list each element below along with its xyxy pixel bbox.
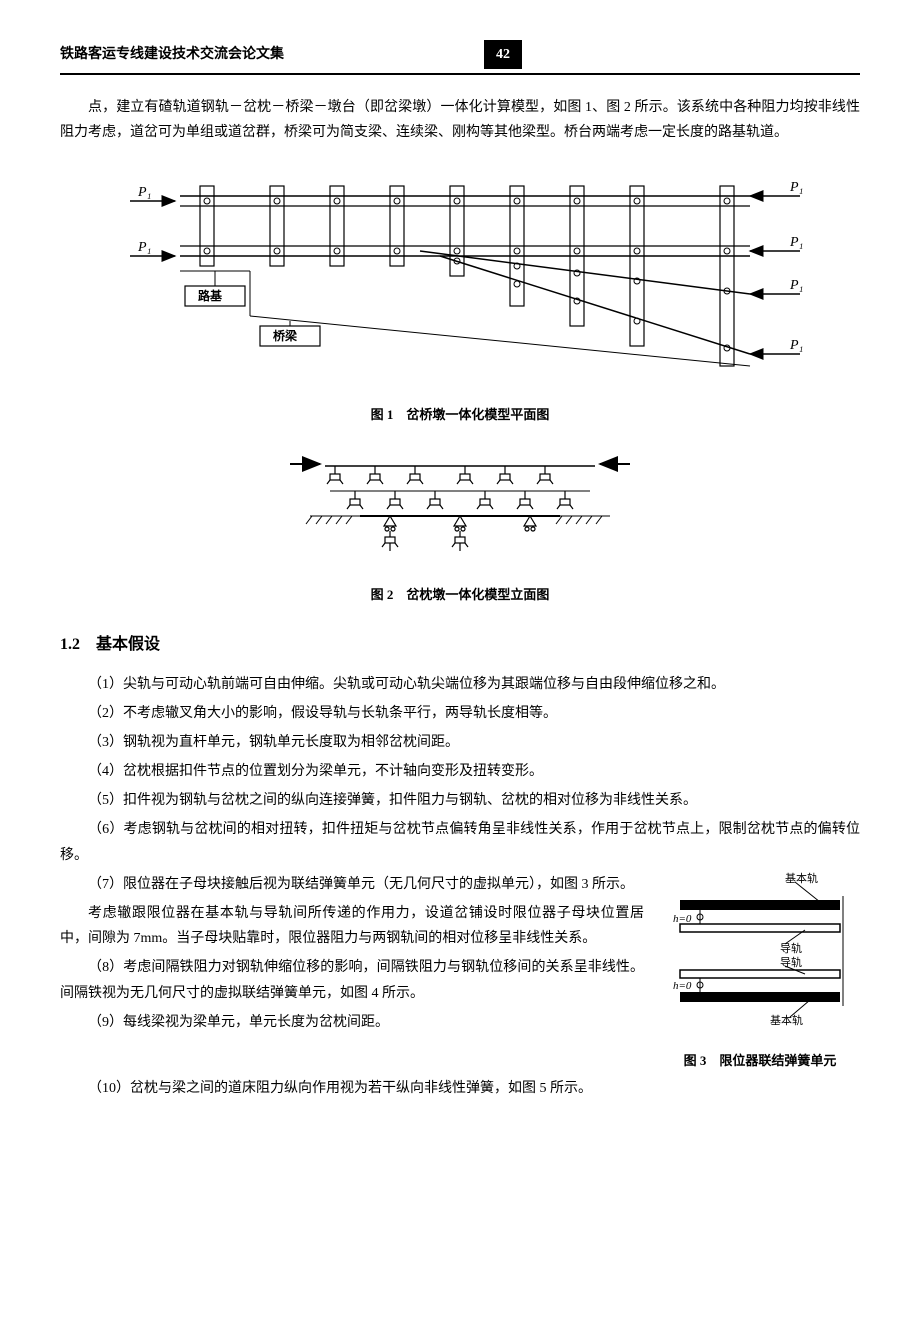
fig3-h0-1: h=0 [673, 913, 692, 925]
fig3-basic-top: 基本轨 [785, 872, 818, 885]
page-number: 42 [484, 40, 522, 69]
fig1-label-p5: P₁ [789, 278, 803, 293]
fig3-guide-bottom: 导轨 [780, 955, 802, 969]
section-title: 基本假设 [96, 636, 160, 653]
fig1-roadbed-label: 路基 [198, 288, 223, 303]
section-heading: 1.2 基本假设 [60, 631, 860, 660]
figure-3-caption: 图 3 限位器联结弹簧单元 [660, 1049, 860, 1072]
fig1-bridge-label: 桥梁 [273, 328, 297, 343]
figure-1: P₁ P₁ P₁ P₁ P₁ P₁ [60, 166, 860, 427]
fig1-label-p1: P₁ [137, 185, 151, 200]
journal-title: 铁路客运专线建设技术交流会论文集 [60, 42, 284, 67]
fig3-guide-top: 导轨 [780, 941, 802, 955]
figure-3: 基本轨 导轨 h=0 导轨 基本轨 h=0 图 3 限位器联结弹簧单元 [660, 872, 860, 1073]
assumption-5: （5）扣件视为钢轨与岔枕之间的纵向连接弹簧，扣件阻力与钢轨、岔枕的相对位移为非线… [60, 788, 860, 813]
assumption-3: （3）钢轨视为直杆单元，钢轨单元长度取为相邻岔枕间距。 [60, 730, 860, 755]
figure-2-caption: 图 2 岔枕墩一体化模型立面图 [60, 583, 860, 606]
intro-paragraph: 点，建立有碴轨道钢轨－岔枕－桥梁－墩台（即岔梁墩）一体化计算模型，如图 1、图 … [60, 95, 860, 145]
figure-1-svg: P₁ P₁ P₁ P₁ P₁ P₁ [100, 166, 820, 386]
fig1-label-p6: P₁ [789, 338, 803, 353]
assumption-10: （10）岔枕与梁之间的道床阻力纵向作用视为若干纵向非线性弹簧，如图 5 所示。 [60, 1076, 860, 1101]
assumption-1: （1）尖轨与可动心轨前端可自由伸缩。尖轨或可动心轨尖端位移为其跟端位移与自由段伸… [60, 672, 860, 697]
figure-2-svg [280, 446, 640, 566]
fig1-label-p3: P₁ [789, 180, 803, 195]
figure-3-svg: 基本轨 导轨 h=0 导轨 基本轨 h=0 [665, 872, 855, 1032]
assumption-2: （2）不考虑辙叉角大小的影响，假设导轨与长轨条平行，两导轨长度相等。 [60, 701, 860, 726]
fig3-basic-bottom: 基本轨 [770, 1013, 803, 1027]
page-header: 铁路客运专线建设技术交流会论文集 42 [60, 40, 860, 75]
fig1-label-p4: P₁ [789, 235, 803, 250]
assumption-4: （4）岔枕根据扣件节点的位置划分为梁单元，不计轴向变形及扭转变形。 [60, 759, 860, 784]
figure-2: 图 2 岔枕墩一体化模型立面图 [60, 446, 860, 607]
section-number: 1.2 [60, 636, 80, 653]
figure-1-caption: 图 1 岔桥墩一体化模型平面图 [60, 403, 860, 426]
fig3-h0-2: h=0 [673, 980, 692, 992]
fig1-label-p2: P₁ [137, 240, 151, 255]
assumption-6: （6）考虑钢轨与岔枕间的相对扭转，扣件扭矩与岔枕节点偏转角呈非线性关系，作用于岔… [60, 817, 860, 867]
